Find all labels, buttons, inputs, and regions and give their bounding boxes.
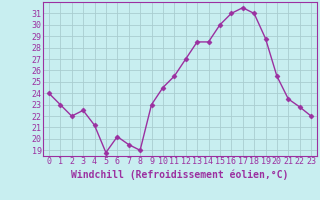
X-axis label: Windchill (Refroidissement éolien,°C): Windchill (Refroidissement éolien,°C) <box>71 169 289 180</box>
